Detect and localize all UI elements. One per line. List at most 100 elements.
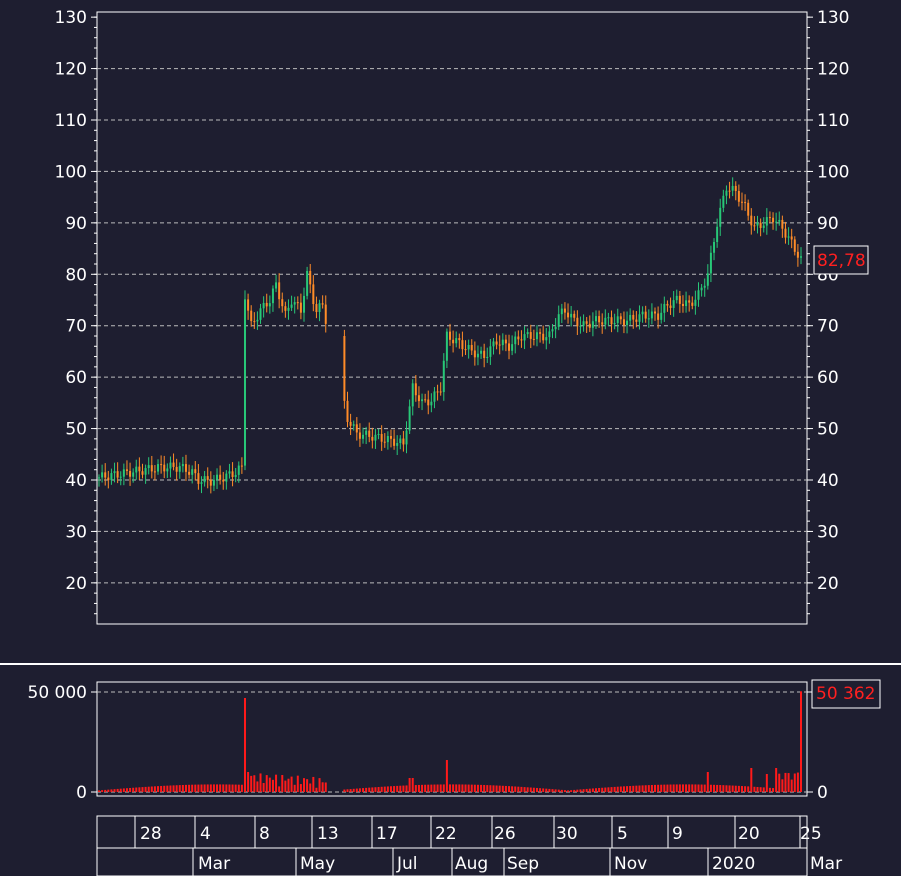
volume-bar — [489, 785, 492, 792]
volume-bar — [287, 778, 290, 792]
volume-bar — [744, 786, 747, 792]
candle-body — [157, 464, 160, 472]
y-tick-label: 120 — [817, 60, 849, 80]
volume-bar — [778, 773, 781, 792]
volume-bar — [681, 784, 684, 792]
volume-bar — [147, 786, 150, 792]
volume-bar — [374, 787, 377, 792]
candle-body — [371, 436, 374, 441]
volume-bar — [222, 784, 225, 792]
volume-bar — [750, 768, 753, 792]
volume-bar — [104, 789, 107, 792]
volume-bar — [793, 773, 796, 792]
volume-bar — [175, 785, 178, 792]
volume-bar — [731, 785, 734, 792]
volume-bar — [635, 785, 638, 792]
candle-body — [433, 391, 436, 402]
volume-bar — [253, 775, 256, 792]
volume-bar — [486, 785, 489, 792]
candle-body — [318, 303, 321, 313]
candle-body — [486, 356, 489, 358]
volume-bar — [160, 785, 163, 792]
volume-bar — [644, 785, 647, 792]
time-axis-day-label: 28 — [140, 824, 162, 844]
volume-bar — [184, 784, 187, 792]
time-axis-month-label: May — [300, 854, 335, 874]
time-axis-month-label: Jul — [396, 854, 418, 874]
time-axis-day-label: 26 — [494, 824, 516, 844]
candle-body — [178, 466, 181, 472]
volume-bar — [355, 788, 358, 792]
candle-body — [144, 468, 147, 475]
volume-bar — [243, 698, 246, 792]
candle-body — [725, 190, 728, 196]
candle-body — [209, 479, 212, 486]
y-tick-label: 110 — [55, 111, 87, 131]
volume-bar — [206, 784, 209, 792]
candle-body — [470, 344, 473, 351]
volume-bar — [315, 787, 318, 792]
candle-body — [641, 311, 644, 315]
volume-bar — [324, 782, 327, 792]
volume-bar — [138, 787, 141, 792]
volume-bar — [588, 788, 591, 792]
volume-bar — [666, 784, 669, 792]
candle-body — [383, 441, 386, 443]
candle-body — [352, 424, 355, 426]
candle-body — [520, 339, 523, 341]
candle-body — [309, 270, 312, 285]
volume-bar — [719, 785, 722, 792]
candle-body — [228, 471, 231, 474]
y-tick-label: 80 — [65, 265, 87, 285]
candle-body — [629, 314, 632, 321]
candle-body — [778, 219, 781, 222]
candle-body — [790, 236, 793, 240]
volume-bar — [358, 788, 361, 792]
candle-body — [256, 319, 259, 322]
y-tick-label: 90 — [817, 214, 839, 234]
volume-bar — [268, 777, 271, 792]
candle-body — [138, 466, 141, 472]
candle-body — [644, 311, 647, 319]
candle-body — [271, 288, 274, 304]
volume-bar — [756, 786, 759, 792]
volume-bar — [452, 784, 455, 792]
candle-body — [430, 401, 433, 406]
time-axis-day-label: 22 — [435, 824, 457, 844]
candle-body — [439, 391, 442, 393]
time-axis-day-label: 20 — [738, 824, 760, 844]
volume-bar — [604, 787, 607, 792]
candle-body — [501, 339, 504, 346]
volume-bar — [775, 768, 778, 792]
candle-body — [166, 468, 169, 472]
volume-bar — [343, 789, 346, 792]
volume-bar — [377, 787, 380, 792]
volume-bar — [150, 786, 153, 792]
volume-bar — [585, 788, 588, 792]
volume-bar — [386, 786, 389, 792]
volume-bar — [396, 785, 399, 792]
volume-bar — [442, 784, 445, 792]
volume-bar — [579, 789, 582, 792]
volume-bar — [784, 772, 787, 792]
candle-body — [172, 462, 175, 467]
volume-bar — [650, 784, 653, 792]
volume-bar — [262, 783, 265, 792]
volume-bar — [98, 790, 100, 792]
volume-bar — [511, 786, 514, 792]
volume-bar — [393, 786, 396, 792]
volume-bar — [591, 788, 594, 792]
volume-bar — [626, 786, 629, 792]
candle-body — [265, 302, 268, 307]
volume-bar — [725, 785, 728, 792]
volume-bar — [101, 790, 104, 792]
volume-bar — [539, 788, 542, 792]
candle-body — [414, 383, 417, 396]
last-volume-box — [811, 679, 881, 709]
candle-body — [188, 471, 191, 475]
volume-bar — [753, 786, 756, 792]
volume-bar — [737, 785, 740, 792]
candle-body — [362, 434, 365, 439]
volume-bar — [691, 784, 694, 792]
